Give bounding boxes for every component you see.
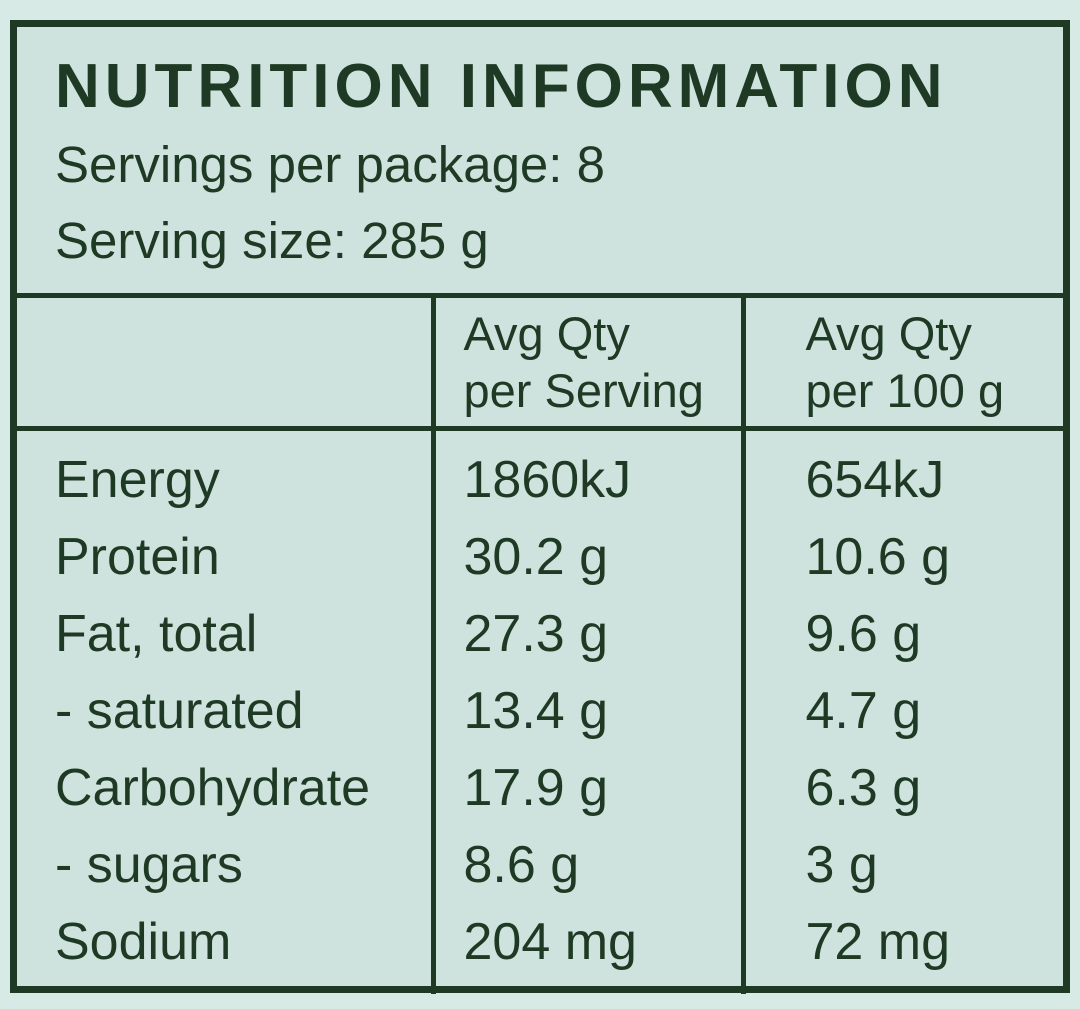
value-per-serving: 27.3 g (430, 595, 743, 672)
table-row: Protein 30.2 g 10.6 g (17, 518, 1063, 595)
table-header-row: Avg Qty per Serving Avg Qty per 100 g (17, 295, 1063, 431)
header-per-100g-line1: Avg Qty (805, 307, 972, 360)
value-per-serving: 204 mg (430, 903, 743, 994)
value-per-serving: 13.4 g (430, 672, 743, 749)
nutrient-name: - saturated (55, 681, 304, 740)
nutrition-panel: NUTRITION INFORMATION Servings per packa… (10, 20, 1070, 994)
nutrient-name: Sodium (55, 912, 232, 971)
value-per-100g: 4.7 g (740, 672, 1063, 749)
value-per-100g: 9.6 g (740, 595, 1063, 672)
value-per-serving: 1860kJ (430, 428, 743, 518)
value-per-100g: 6.3 g (740, 749, 1063, 826)
value-per-serving: 17.9 g (430, 749, 743, 826)
panel-title: NUTRITION INFORMATION (55, 52, 948, 121)
nutrient-name: Energy (55, 450, 220, 509)
value-per-100g: 3 g (740, 826, 1063, 903)
servings-per-package: Servings per package: 8 (55, 136, 605, 193)
table-row: Carbohydrate 17.9 g 6.3 g (17, 749, 1063, 826)
table-row: Sodium 204 mg 72 mg (17, 903, 1063, 994)
header-per-serving-line2: per Serving (463, 364, 704, 417)
table-row: Fat, total 27.3 g 9.6 g (17, 595, 1063, 672)
header-per-100g-line2: per 100 g (805, 364, 1005, 417)
nutrient-name: Carbohydrate (55, 758, 371, 817)
table-row: - sugars 8.6 g 3 g (17, 826, 1063, 903)
header-per-serving: Avg Qty per Serving (430, 295, 743, 431)
value-per-100g: 10.6 g (740, 518, 1063, 595)
header-nutrient-blank (17, 295, 433, 431)
nutrient-name: Protein (55, 527, 220, 586)
panel-header: NUTRITION INFORMATION Servings per packa… (17, 27, 1063, 293)
value-per-100g: 72 mg (740, 903, 1063, 994)
value-per-serving: 8.6 g (430, 826, 743, 903)
table-row: - saturated 13.4 g 4.7 g (17, 672, 1063, 749)
nutrient-name: - sugars (55, 835, 243, 894)
value-per-100g: 654kJ (740, 428, 1063, 518)
nutrition-table: Avg Qty per Serving Avg Qty per 100 g En… (17, 293, 1063, 994)
nutrient-name: Fat, total (55, 604, 258, 663)
value-per-serving: 30.2 g (430, 518, 743, 595)
serving-size: Serving size: 285 g (55, 212, 489, 269)
header-per-100g: Avg Qty per 100 g (740, 295, 1063, 431)
table-row: Energy 1860kJ 654kJ (17, 428, 1063, 518)
header-per-serving-line1: Avg Qty (463, 307, 630, 360)
